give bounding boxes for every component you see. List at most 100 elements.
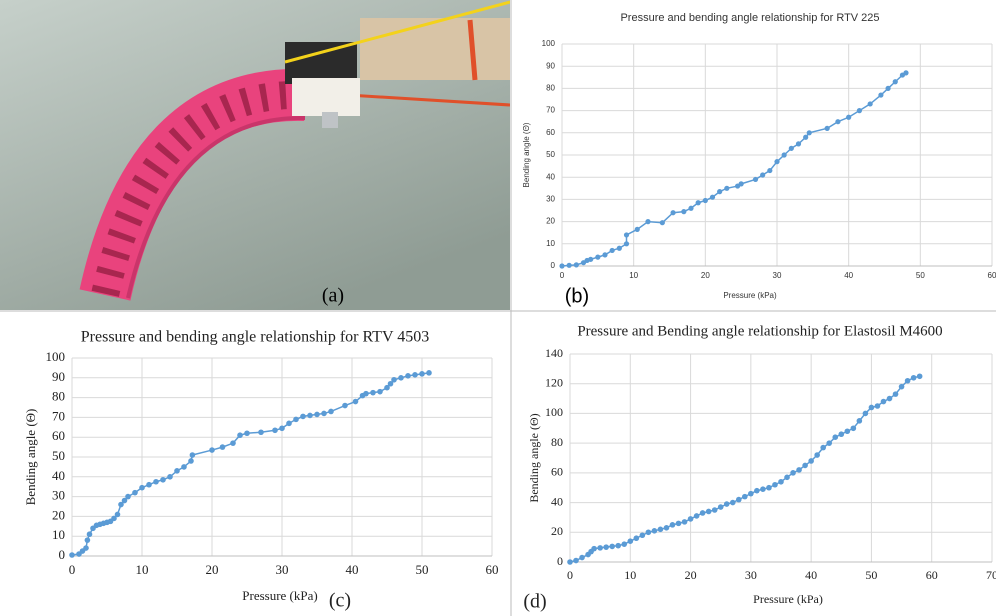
photo: (a): [0, 0, 510, 310]
data-point: [328, 408, 334, 415]
panel-label: (d): [523, 591, 546, 613]
x-tick-label: 0: [69, 562, 76, 577]
y-tick-label: 20: [546, 217, 555, 226]
data-line: [71, 372, 430, 556]
data-point: [824, 125, 830, 131]
data-point: [573, 262, 579, 268]
data-point: [153, 478, 159, 485]
data-point: [188, 458, 194, 464]
x-tick-label: 40: [346, 562, 359, 577]
data-point: [885, 85, 891, 91]
y-tick-label: 80: [551, 435, 563, 449]
data-point: [189, 452, 196, 458]
data-point: [370, 389, 376, 396]
x-tick-label: 60: [486, 562, 499, 577]
data-point: [788, 145, 794, 151]
data-point: [772, 481, 778, 488]
y-tick-label: 40: [52, 468, 65, 483]
data-point: [602, 252, 608, 258]
data-point: [856, 108, 863, 114]
y-tick-label: 120: [545, 375, 563, 389]
data-point: [237, 432, 243, 439]
y-tick-label: 60: [551, 465, 563, 479]
data-point: [681, 209, 687, 215]
x-tick-label: 30: [773, 271, 782, 280]
data-point: [645, 219, 651, 225]
data-point: [693, 513, 700, 519]
data-point: [132, 489, 138, 496]
data-point: [850, 425, 857, 432]
x-tick-label: 20: [206, 562, 219, 577]
data-point: [669, 522, 676, 528]
data-point: [167, 474, 173, 480]
data-point: [398, 375, 404, 381]
data-point: [616, 245, 622, 251]
data-point: [862, 410, 869, 417]
data-point: [910, 374, 917, 381]
data-point: [272, 427, 278, 434]
x-tick-label: 30: [276, 562, 289, 577]
data-point: [623, 241, 630, 247]
x-tick-label: 70: [986, 568, 996, 582]
data-point: [878, 92, 884, 98]
data-point: [738, 181, 744, 187]
data-point: [139, 484, 145, 491]
data-point: [384, 384, 390, 391]
y-tick-label: 0: [551, 261, 556, 270]
data-point: [230, 440, 236, 446]
y-tick-label: 100: [545, 405, 563, 419]
y-tick-label: 50: [52, 448, 65, 463]
data-point: [874, 403, 881, 409]
y-tick-label: 50: [546, 150, 555, 159]
data-point: [377, 388, 383, 395]
y-tick-label: 90: [52, 369, 65, 384]
data-point: [321, 410, 327, 417]
y-tick-label: 80: [546, 84, 555, 93]
data-line: [569, 375, 920, 563]
data-line: [561, 72, 907, 267]
y-tick-label: 40: [546, 172, 555, 181]
data-point: [916, 373, 923, 380]
data-point: [219, 444, 226, 450]
y-tick-label: 100: [542, 39, 556, 48]
data-point: [903, 70, 909, 76]
x-tick-label: 40: [844, 271, 853, 280]
data-point: [803, 134, 809, 140]
data-point: [826, 440, 833, 446]
data-point: [760, 486, 766, 493]
data-point: [806, 130, 812, 136]
data-point: [405, 373, 411, 379]
data-point: [702, 197, 708, 204]
data-point: [754, 487, 760, 494]
data-point: [391, 376, 397, 383]
x-tick-label: 10: [629, 271, 638, 280]
data-point: [588, 256, 594, 262]
data-point: [342, 402, 348, 409]
data-point: [766, 484, 772, 491]
data-point: [300, 413, 306, 420]
data-point: [675, 520, 682, 527]
y-tick-label: 0: [557, 554, 563, 568]
data-point: [419, 371, 425, 377]
data-point: [723, 501, 730, 507]
data-point: [591, 545, 597, 552]
x-tick-label: 60: [926, 568, 938, 582]
data-point: [892, 79, 898, 85]
data-point: [724, 185, 730, 191]
chart: Pressure and bending angle relationship …: [522, 12, 996, 307]
data-point: [695, 200, 701, 206]
y-tick-label: 30: [546, 195, 555, 204]
x-tick-label: 0: [560, 271, 565, 280]
x-tick-label: 50: [916, 271, 925, 280]
chart: Pressure and Bending angle relationship …: [523, 323, 996, 612]
data-point: [426, 370, 432, 376]
data-point: [279, 425, 285, 432]
data-point: [412, 372, 418, 378]
x-tick-label: 50: [416, 562, 429, 577]
data-point: [566, 262, 572, 268]
data-point: [146, 481, 152, 488]
data-point: [111, 515, 117, 522]
data-point: [752, 176, 759, 183]
data-point: [748, 490, 754, 497]
data-point: [86, 531, 93, 538]
